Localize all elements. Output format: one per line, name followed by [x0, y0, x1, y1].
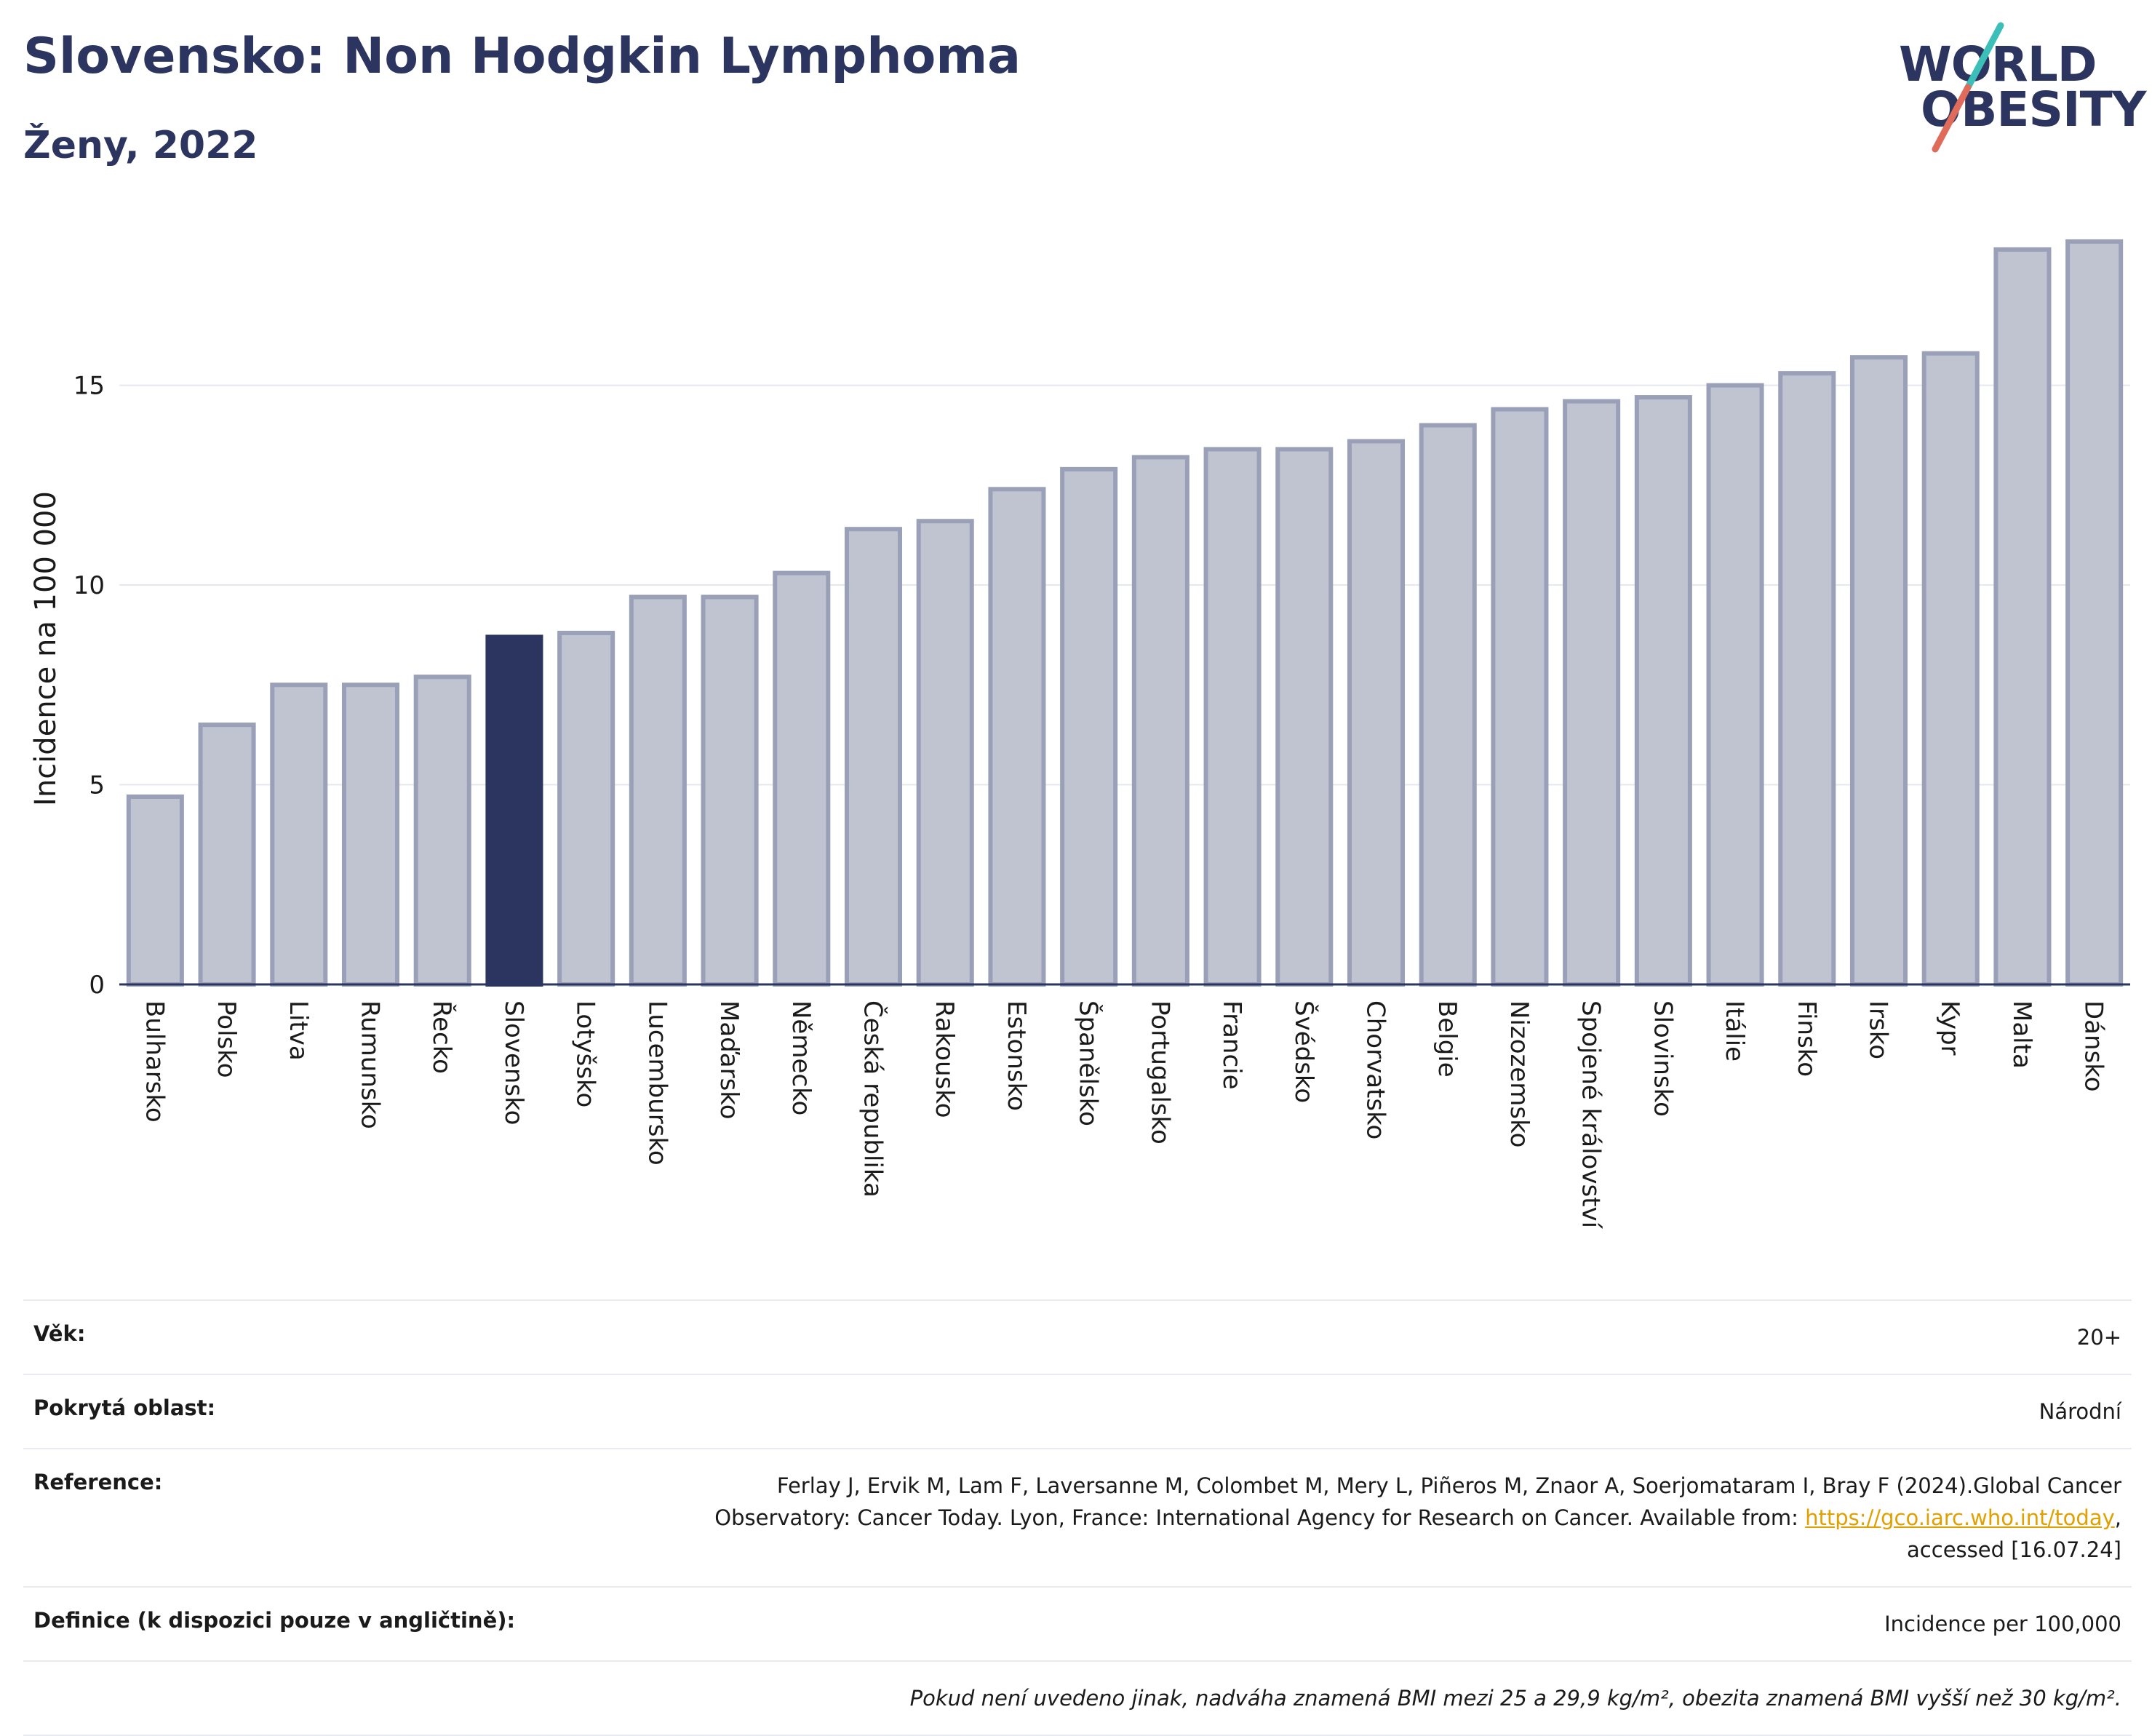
y-axis-title: Incidence na 100 000 — [29, 491, 63, 806]
y-tick-label: 15 — [73, 372, 105, 401]
bar-5 — [485, 634, 543, 987]
definition-value: Incidence per 100,000 — [1884, 1612, 2121, 1636]
bar-16 — [1275, 447, 1334, 987]
x-tick-label: Kypr — [1935, 1000, 1964, 1056]
x-tick-label: Maďarsko — [714, 1000, 744, 1120]
bar-chart: 0 5 10 15 Bulharsko Polsko Litva Rumunsko Řecko S… — [29, 239, 2130, 1230]
bar-1 — [198, 722, 256, 987]
bar-3 — [341, 682, 400, 987]
reference-label: Reference: — [33, 1470, 163, 1494]
info-row-definition: Definice (k dispozici pouze v angličtině… — [23, 1586, 2132, 1660]
bar-27 — [2065, 239, 2124, 987]
bar-4 — [413, 674, 471, 987]
x-tick-label: Lucembursko — [642, 1000, 671, 1166]
x-tick-label: Francie — [1217, 1000, 1246, 1090]
world-obesity-logo: WORLD OBESITY — [1899, 22, 2146, 153]
bar-21 — [1634, 395, 1692, 987]
x-tick-label: Slovensko — [499, 1000, 528, 1125]
x-tick-label: Nizozemsko — [1505, 1000, 1534, 1147]
bar-17 — [1347, 439, 1406, 987]
x-tick-label: Slovinsko — [1648, 1000, 1677, 1117]
page-subtitle: Ženy, 2022 — [23, 124, 258, 167]
bar-2 — [270, 682, 328, 987]
x-tick-label: Belgie — [1432, 1000, 1462, 1078]
bar-20 — [1563, 399, 1621, 987]
bar-19 — [1491, 407, 1549, 987]
x-tick-label: Česká republika — [858, 1000, 888, 1198]
x-tick-label: Španělsko — [1074, 1000, 1104, 1126]
x-tick-label: Řecko — [427, 1000, 457, 1074]
x-tick-label: Rakousko — [930, 1000, 959, 1118]
area-label: Pokrytá oblast: — [33, 1395, 216, 1420]
x-tick-label: Litva — [284, 1000, 313, 1061]
x-tick-label: Německo — [786, 1000, 816, 1115]
bar-22 — [1706, 383, 1764, 987]
bar-26 — [1993, 247, 2052, 987]
bar-18 — [1419, 423, 1477, 987]
info-row-area: Pokrytá oblast: Národní — [23, 1374, 2132, 1448]
x-tick-label: Bulharsko — [140, 1000, 169, 1123]
bars-layer — [126, 239, 2124, 987]
bar-23 — [1778, 371, 1836, 987]
bar-15 — [1203, 447, 1262, 987]
area-value: Národní — [2039, 1399, 2121, 1424]
bar-24 — [1849, 355, 1908, 987]
bar-10 — [844, 527, 903, 987]
bar-25 — [1921, 351, 1980, 987]
x-tick-label: Dánsko — [2079, 1000, 2108, 1092]
bar-14 — [1131, 455, 1189, 987]
bar-11 — [916, 519, 974, 987]
page-title: Slovensko: Non Hodgkin Lymphoma — [23, 28, 1021, 85]
reference-value: Ferlay J, Ervik M, Lam F, Laversanne M, … — [714, 1470, 2121, 1566]
reference-link[interactable]: https://gco.iarc.who.int/today — [1805, 1505, 2115, 1530]
reference-text-3: , — [2114, 1505, 2121, 1530]
bar-8 — [701, 594, 759, 987]
y-tick-label: 10 — [73, 571, 105, 600]
y-tick-label: 0 — [89, 971, 105, 1000]
y-tick-label: 5 — [89, 771, 105, 800]
logo-slash-icon — [1932, 22, 2004, 153]
x-tick-label: Chorvatsko — [1361, 1000, 1390, 1139]
reference-text-4: accessed [16.07.24] — [1907, 1537, 2121, 1562]
x-tick-label: Polsko — [212, 1000, 241, 1078]
x-tick-label: Spojené království — [1577, 1000, 1606, 1230]
x-tick-label: Malta — [2007, 1000, 2036, 1069]
x-tick-label: Itálie — [1720, 1000, 1749, 1062]
axis-layer: 0 5 10 15 Bulharsko Polsko Litva Rumunsko Řecko S… — [73, 372, 2130, 1230]
definition-label: Definice (k dispozici pouze v angličtině… — [33, 1608, 516, 1633]
age-value: 20+ — [2076, 1325, 2121, 1350]
bar-6 — [557, 630, 615, 987]
bar-7 — [629, 594, 687, 987]
reference-text-1: Ferlay J, Ervik M, Lam F, Laversanne M, … — [776, 1473, 2121, 1498]
note-text: Pokud není uvedeno jinak, nadváha znamen… — [909, 1686, 2121, 1711]
bar-0 — [126, 794, 184, 987]
info-table: Věk: 20+ Pokrytá oblast: Národní Referen… — [23, 1299, 2132, 1736]
reference-text-2: Observatory: Cancer Today. Lyon, France:… — [714, 1505, 1806, 1530]
x-tick-label: Estonsko — [1002, 1000, 1031, 1111]
info-row-note: Pokud není uvedeno jinak, nadváha znamen… — [23, 1660, 2132, 1736]
x-tick-label: Lotyšsko — [571, 1000, 600, 1107]
x-tick-label: Finsko — [1792, 1000, 1821, 1077]
bar-9 — [773, 570, 831, 987]
bar-13 — [1060, 466, 1118, 987]
bar-12 — [988, 487, 1046, 987]
x-tick-label: Rumunsko — [356, 1000, 385, 1129]
logo-line-1: WORLD — [1899, 36, 2097, 92]
x-tick-label: Portugalsko — [1145, 1000, 1174, 1144]
x-tick-label: Švédsko — [1289, 1000, 1319, 1103]
info-row-reference: Reference: Ferlay J, Ervik M, Lam F, Lav… — [23, 1448, 2132, 1586]
age-label: Věk: — [33, 1321, 86, 1346]
info-row-age: Věk: 20+ — [23, 1299, 2132, 1374]
x-tick-label: Irsko — [1864, 1000, 1893, 1059]
